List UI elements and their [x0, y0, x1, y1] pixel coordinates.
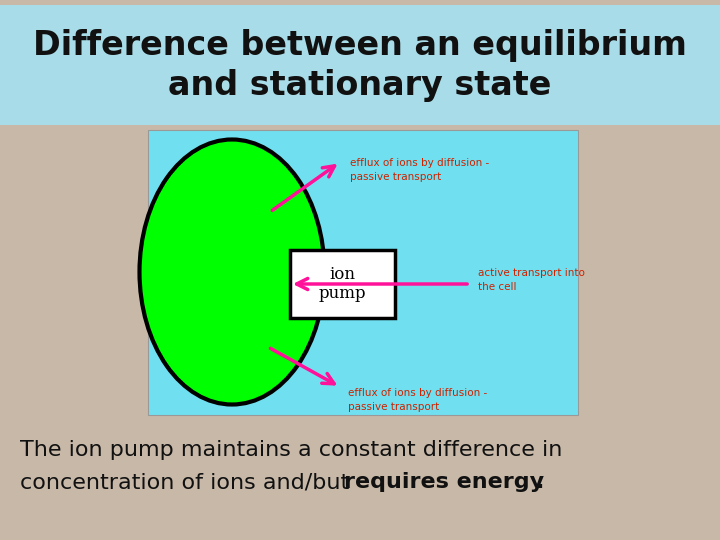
Text: Difference between an equilibrium: Difference between an equilibrium — [33, 29, 687, 62]
Ellipse shape — [140, 139, 325, 404]
FancyBboxPatch shape — [290, 250, 395, 318]
Text: concentration of ions and/but: concentration of ions and/but — [20, 472, 356, 492]
Text: active transport into
the cell: active transport into the cell — [478, 268, 585, 292]
Text: requires energy: requires energy — [344, 472, 544, 492]
Text: efflux of ions by diffusion -
passive transport: efflux of ions by diffusion - passive tr… — [350, 158, 490, 181]
Text: efflux of ions by diffusion -
passive transport: efflux of ions by diffusion - passive tr… — [348, 388, 487, 411]
Bar — [148, 130, 578, 415]
Text: ion
pump: ion pump — [319, 266, 366, 302]
Text: and stationary state: and stationary state — [168, 69, 552, 102]
Bar — [0, 5, 720, 125]
Text: .: . — [536, 472, 544, 492]
Text: The ion pump maintains a constant difference in: The ion pump maintains a constant differ… — [20, 440, 562, 460]
